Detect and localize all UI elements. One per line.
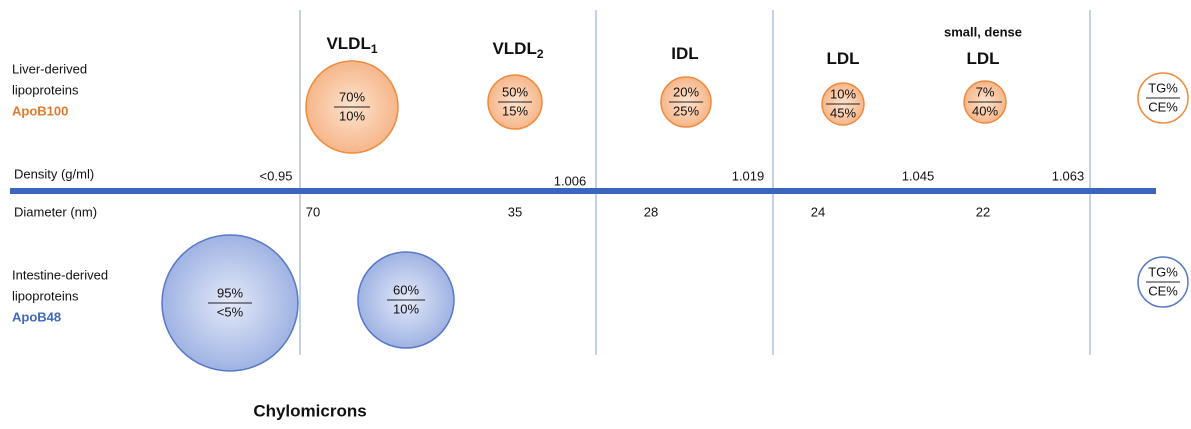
tg-percent: 95% [217,285,243,300]
apo-label: ApoB100 [12,103,68,118]
tg-percent: TG% [1148,80,1178,95]
header-text: VLDL [326,34,370,53]
density-axis [10,188,1156,194]
density-value: 1.063 [1052,168,1085,183]
diameter-value: 28 [644,204,658,219]
header-text: IDL [671,44,698,63]
tg-percent: 70% [339,89,365,104]
ce-percent: 25% [673,103,699,118]
tg-percent: 50% [502,84,528,99]
diameter-value: 24 [811,204,825,219]
particle-header: VLDL2 [492,39,543,61]
group-label: Intestine-derived [12,267,108,282]
particle-header: LDL [966,49,999,68]
ce-percent: CE% [1148,99,1178,114]
ce-percent: 45% [830,105,856,120]
header-text: VLDL [492,39,536,58]
diameter-value: 22 [976,204,990,219]
tg-percent: 20% [673,84,699,99]
particle-header: VLDL1 [326,34,377,56]
ce-percent: 10% [339,108,365,123]
header-text: LDL [966,49,999,68]
axis-label: Density (g/ml) [14,166,94,181]
group-label: Liver-derived [12,61,87,76]
density-value: 1.045 [902,168,935,183]
header-subscript: 1 [371,42,378,56]
diameter-value: 35 [508,204,522,219]
tg-percent: TG% [1148,264,1178,279]
diameter-value: 70 [306,204,320,219]
header-subscript: 2 [537,47,544,61]
group-label: lipoproteins [12,82,79,97]
particle-header: LDL [826,49,859,68]
density-value: <0.95 [260,168,293,183]
group-label: lipoproteins [12,288,79,303]
apo-label: ApoB48 [12,309,61,324]
ce-percent: CE% [1148,283,1178,298]
particle-header: IDL [671,44,698,63]
header-text: LDL [826,49,859,68]
ce-percent: 10% [393,301,419,316]
ce-percent: 40% [972,103,998,118]
tg-percent: 60% [393,282,419,297]
particle-name: Chylomicrons [253,401,366,420]
density-value: 1.006 [554,173,587,188]
dividers [299,10,1091,355]
tg-percent: 10% [830,86,856,101]
tg-percent: 7% [976,84,995,99]
ce-percent: 15% [502,103,528,118]
header-note: small, dense [944,24,1022,39]
density-value: 1.019 [732,168,765,183]
ce-percent: <5% [217,304,244,319]
axis-label: Diameter (nm) [14,204,97,219]
